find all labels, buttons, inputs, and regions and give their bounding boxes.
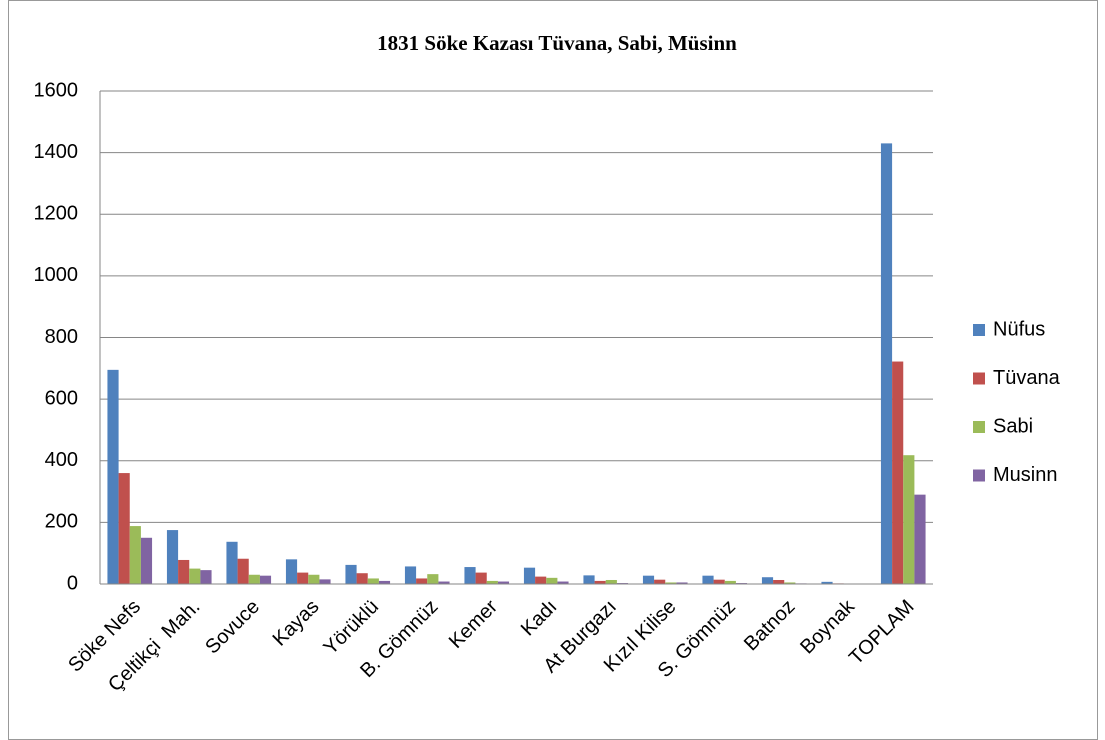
bar [237, 558, 249, 584]
bar [486, 580, 498, 584]
bar [367, 578, 379, 584]
bar [416, 578, 428, 584]
bar [761, 577, 774, 584]
chart-border [8, 0, 1098, 740]
y-tick-label: 1400 [34, 141, 79, 163]
bar [166, 530, 179, 584]
legend-swatch [973, 372, 985, 385]
bar [308, 574, 320, 584]
bar [438, 581, 450, 584]
bar [259, 575, 272, 584]
bar [713, 579, 725, 584]
legend-swatch [973, 421, 985, 433]
bar [821, 581, 833, 584]
bar [605, 579, 617, 584]
bar [427, 574, 439, 584]
bar [880, 143, 893, 584]
y-tick-label: 1000 [34, 264, 79, 286]
bar [285, 559, 298, 584]
bar [345, 564, 357, 584]
bar [297, 572, 309, 584]
bar [594, 580, 606, 584]
legend-label: Tüvana [993, 367, 1061, 389]
bar [356, 573, 368, 584]
bar [914, 494, 926, 584]
y-tick-label: 600 [45, 387, 78, 409]
y-tick-label: 200 [45, 511, 78, 533]
legend-swatch [973, 324, 985, 336]
bar [189, 568, 201, 584]
bar [724, 580, 736, 584]
bar [200, 570, 212, 584]
bar [319, 579, 331, 584]
y-tick-label: 1200 [34, 203, 79, 225]
bar [546, 577, 558, 584]
bar [557, 581, 569, 584]
bar [464, 567, 476, 584]
bar [497, 581, 510, 584]
bar [107, 369, 119, 584]
bar [523, 567, 536, 584]
bar [178, 559, 190, 584]
bar [665, 582, 677, 584]
bar [226, 541, 238, 584]
bar [378, 580, 391, 584]
bar [583, 575, 595, 584]
legend-swatch [973, 469, 985, 482]
legend-label: Musinn [993, 464, 1057, 486]
bar [475, 572, 487, 584]
bar [676, 582, 688, 584]
y-tick-label: 1600 [34, 79, 79, 101]
bar [773, 579, 785, 584]
bar [404, 566, 417, 584]
y-tick-label: 800 [45, 326, 78, 348]
bar [892, 361, 904, 584]
bar [642, 575, 655, 584]
y-tick-label: 0 [67, 572, 78, 594]
bar [702, 575, 714, 584]
bar [654, 579, 666, 584]
bar [784, 582, 796, 584]
bar [535, 576, 547, 584]
bar [129, 526, 141, 584]
y-tick-label: 400 [45, 449, 78, 471]
legend-label: Nüfus [993, 318, 1045, 340]
legend-label: Sabi [993, 415, 1033, 437]
bar [118, 473, 130, 584]
bar [903, 455, 915, 584]
bar [140, 537, 153, 584]
bar [248, 574, 260, 584]
chart-title: 1831 Söke Kazası Tüvana, Sabi, Müsinn [377, 31, 737, 55]
